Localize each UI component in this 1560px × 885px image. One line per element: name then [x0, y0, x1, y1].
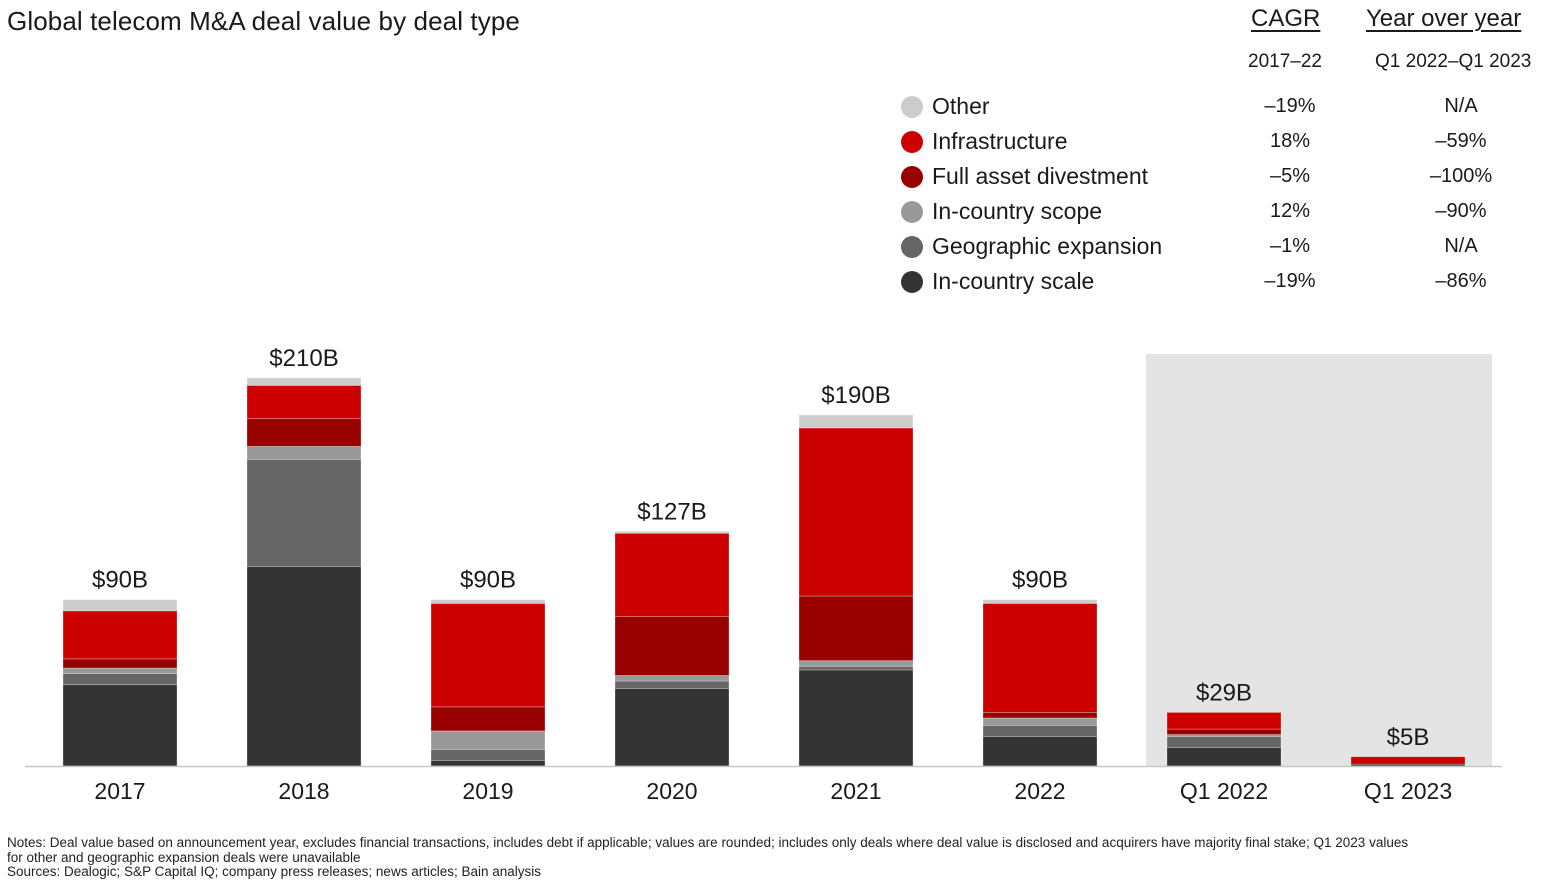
bar-segment-geographic-expansion — [62, 673, 178, 686]
legend-yoy-value: N/A — [1444, 95, 1478, 117]
legend-label: Infrastructure — [932, 128, 1068, 154]
bar-segment-infrastructure — [1166, 712, 1282, 730]
bar-segment-full-asset-divestment — [798, 595, 914, 662]
bar-segment-full-asset-divestment — [1166, 728, 1282, 735]
bar-segment-geographic-expansion — [1166, 736, 1282, 748]
legend-item: Infrastructure 18% –59% — [900, 128, 1560, 158]
legend-label: Other — [932, 93, 990, 119]
legend-item: Full asset divestment –5% –100% — [900, 163, 1560, 193]
x-tick-label: Q1 2023 — [1364, 778, 1452, 804]
bar-segment-infrastructure — [982, 603, 1098, 713]
legend-yoy-value: –90% — [1435, 200, 1487, 222]
legend-yoy-value: N/A — [1444, 235, 1478, 257]
chart-title: Global telecom M&A deal value by deal ty… — [7, 6, 520, 36]
bar-segment-other — [798, 414, 914, 429]
legend-swatch-icon — [901, 96, 923, 118]
yoy-period: Q1 2022–Q1 2023 — [1375, 51, 1532, 72]
yoy-header: Year over year — [1366, 5, 1522, 32]
stacked-bar-chart: $90B 2017 $210B 2018 $90B 2019 $127B 2020 $190B 2… — [25, 345, 1502, 804]
bar-segment-in-country-scale — [246, 566, 362, 767]
legend-cagr-value: –19% — [1264, 270, 1316, 292]
legend-cagr-value: –5% — [1269, 165, 1311, 187]
sources-line: Sources: Dealogic; S&P Capital IQ; compa… — [7, 864, 541, 879]
bar-total-label: $127B — [637, 498, 706, 525]
bar-segment-in-country-scale — [62, 684, 178, 767]
bar-segment-geographic-expansion — [614, 680, 730, 689]
legend-yoy-value: –86% — [1435, 270, 1487, 292]
legend-item: In-country scale –19% –86% — [900, 268, 1560, 298]
bar-segment-in-country-scope — [614, 675, 730, 682]
legend-cagr-value: 18% — [1269, 130, 1311, 152]
bar-total-label: $29B — [1196, 679, 1252, 706]
bar-segment-geographic-expansion — [246, 458, 362, 567]
legend-swatch-icon — [901, 271, 923, 293]
highlight-band — [1146, 354, 1492, 766]
bar-segment-infrastructure — [614, 532, 730, 617]
bar-segment-full-asset-divestment — [246, 418, 362, 447]
bar-segment-in-country-scope — [246, 445, 362, 460]
bar-segment-in-country-scope — [798, 660, 914, 667]
legend-cagr-value: –19% — [1264, 95, 1316, 117]
bar-segment-in-country-scale — [982, 736, 1098, 767]
bar-total-label: $90B — [92, 567, 148, 594]
bar-segment-in-country-scale — [614, 688, 730, 767]
bar-total-label: $210B — [269, 345, 338, 372]
bar-segment-infrastructure — [1350, 756, 1466, 765]
bar-segment-geographic-expansion — [798, 665, 914, 671]
bar-segment-geographic-expansion — [982, 724, 1098, 737]
bar-segment-in-country-scale — [430, 760, 546, 767]
chart-notes: Notes: Deal value based on announcement … — [7, 835, 1557, 880]
notes-line-2: for other and geographic expansion deals… — [7, 849, 361, 865]
legend-label: In-country scope — [932, 198, 1103, 224]
bar-segment-other — [62, 599, 178, 612]
bar-segment-infrastructure — [798, 427, 914, 597]
bar-segment-other — [246, 377, 362, 386]
bar-total-label: $5B — [1387, 724, 1430, 751]
legend-item: Other –19% N/A — [900, 93, 1560, 123]
notes-line-1: Notes: Deal value based on announcement … — [7, 835, 1409, 850]
bar-total-label: $90B — [460, 567, 516, 594]
bar-segment-in-country-scope — [62, 667, 178, 675]
bar-segment-full-asset-divestment — [62, 658, 178, 669]
bar-segment-full-asset-divestment — [430, 706, 546, 732]
legend-yoy-value: –59% — [1435, 130, 1487, 152]
bar-segment-in-country-scale — [798, 669, 914, 767]
bar-segment-infrastructure — [246, 384, 362, 420]
x-tick-label: 2022 — [1014, 778, 1065, 804]
x-tick-label: 2019 — [462, 778, 513, 804]
cagr-period: 2017–22 — [1248, 51, 1322, 72]
x-tick-label: Q1 2022 — [1180, 778, 1268, 804]
bar-segment-in-country-scope — [982, 717, 1098, 726]
x-tick-label: 2018 — [278, 778, 329, 804]
bar-segment-geographic-expansion — [430, 748, 546, 761]
legend-cagr-value: 12% — [1269, 200, 1311, 222]
bar-segment-full-asset-divestment — [982, 712, 1098, 719]
legend-cagr-value: –1% — [1269, 235, 1311, 257]
legend-item: In-country scope 12% –90% — [900, 198, 1560, 228]
legend-swatch-icon — [901, 131, 923, 153]
legend-swatch-icon — [901, 201, 923, 223]
bar-segment-in-country-scope — [430, 730, 546, 750]
bar-segment-in-country-scale — [1166, 747, 1282, 767]
bar-total-label: $190B — [821, 382, 890, 409]
legend-yoy-value: –100% — [1429, 165, 1493, 187]
x-tick-label: 2021 — [830, 778, 881, 804]
x-tick-label: 2017 — [94, 778, 145, 804]
bar-segment-other — [430, 599, 546, 604]
legend-label: Full asset divestment — [932, 163, 1149, 189]
bar-segment-other — [614, 530, 730, 534]
bar-segment-infrastructure — [430, 603, 546, 708]
bar-segment-other — [982, 599, 1098, 604]
cagr-header: CAGR — [1251, 5, 1321, 32]
x-tick-label: 2020 — [646, 778, 697, 804]
legend-item: Geographic expansion –1% N/A — [900, 233, 1560, 263]
bar-segment-infrastructure — [62, 610, 178, 660]
legend-label: In-country scale — [932, 268, 1095, 294]
bar-segment-full-asset-divestment — [614, 615, 730, 676]
legend-label: Geographic expansion — [932, 233, 1163, 259]
legend-swatch-icon — [901, 166, 923, 188]
bar-total-label: $90B — [1012, 567, 1068, 594]
legend-swatch-icon — [901, 236, 923, 258]
